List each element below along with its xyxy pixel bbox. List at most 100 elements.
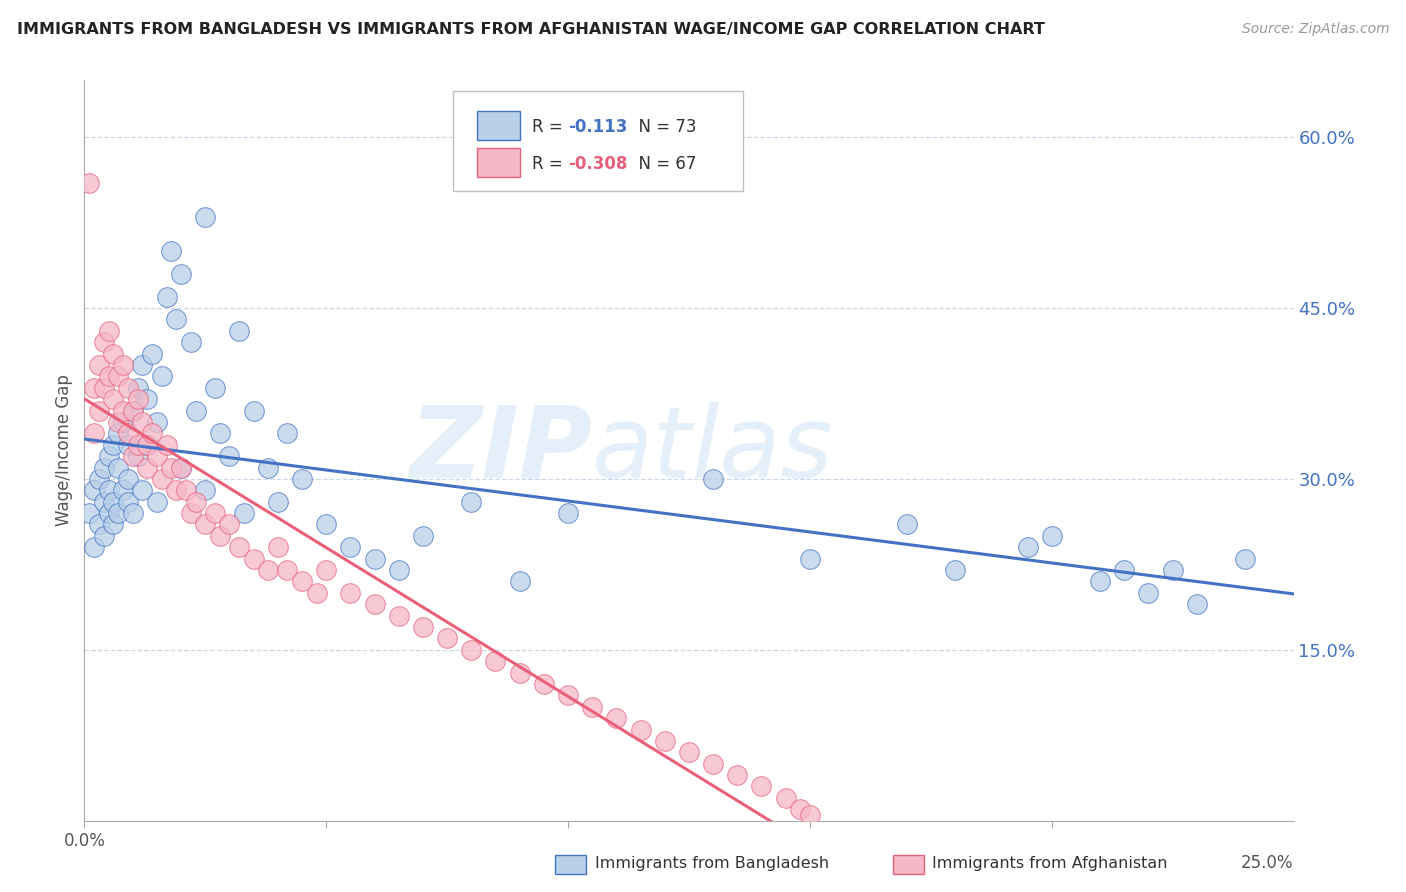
Point bbox=[103, 494, 125, 508]
FancyBboxPatch shape bbox=[478, 112, 520, 139]
Point bbox=[725, 768, 748, 782]
Point bbox=[93, 529, 115, 543]
Text: Immigrants from Bangladesh: Immigrants from Bangladesh bbox=[595, 856, 830, 871]
Point bbox=[141, 426, 163, 441]
Point bbox=[141, 346, 163, 360]
Point bbox=[87, 403, 110, 417]
Point bbox=[93, 494, 115, 508]
Point bbox=[751, 780, 773, 794]
Point bbox=[83, 541, 105, 555]
Point bbox=[228, 541, 250, 555]
Text: 25.0%: 25.0% bbox=[1241, 854, 1294, 872]
Point bbox=[131, 483, 153, 498]
Point bbox=[315, 563, 337, 577]
Text: atlas: atlas bbox=[592, 402, 834, 499]
Point bbox=[1040, 529, 1063, 543]
Point bbox=[242, 551, 264, 566]
Point bbox=[103, 346, 125, 360]
Point bbox=[127, 392, 149, 407]
Point bbox=[103, 517, 125, 532]
Point bbox=[83, 483, 105, 498]
Point bbox=[127, 438, 149, 452]
Point bbox=[1114, 563, 1136, 577]
Point bbox=[83, 381, 105, 395]
Point bbox=[257, 460, 280, 475]
Point bbox=[242, 403, 264, 417]
Point bbox=[388, 563, 411, 577]
Point bbox=[581, 699, 603, 714]
Text: R =: R = bbox=[531, 155, 568, 173]
Point bbox=[267, 541, 290, 555]
Point bbox=[112, 483, 135, 498]
Point bbox=[228, 324, 250, 338]
Text: -0.113: -0.113 bbox=[568, 118, 627, 136]
Point bbox=[77, 176, 100, 190]
Point bbox=[121, 403, 143, 417]
Point bbox=[93, 335, 115, 350]
Point bbox=[315, 517, 337, 532]
Point bbox=[363, 597, 385, 611]
Point bbox=[160, 244, 183, 259]
Point bbox=[218, 449, 240, 463]
Text: N = 73: N = 73 bbox=[628, 118, 697, 136]
Point bbox=[460, 494, 482, 508]
Point bbox=[484, 654, 506, 668]
Point bbox=[702, 472, 724, 486]
Point bbox=[146, 415, 169, 429]
Point bbox=[233, 506, 256, 520]
Point bbox=[121, 403, 143, 417]
Point bbox=[276, 563, 298, 577]
Point bbox=[83, 426, 105, 441]
Point bbox=[257, 563, 280, 577]
Point bbox=[204, 381, 226, 395]
Point bbox=[174, 483, 197, 498]
Point bbox=[103, 438, 125, 452]
Point bbox=[146, 449, 169, 463]
Point bbox=[194, 517, 217, 532]
Point bbox=[165, 483, 187, 498]
Point bbox=[93, 460, 115, 475]
Point bbox=[136, 438, 159, 452]
Point bbox=[388, 608, 411, 623]
Point bbox=[107, 415, 129, 429]
Point bbox=[291, 472, 314, 486]
Point bbox=[509, 574, 531, 589]
Point bbox=[1185, 597, 1208, 611]
Point bbox=[789, 802, 811, 816]
Point bbox=[194, 483, 217, 498]
Point bbox=[131, 415, 153, 429]
Point bbox=[180, 335, 202, 350]
Point bbox=[654, 734, 676, 748]
FancyBboxPatch shape bbox=[453, 91, 744, 191]
Point bbox=[896, 517, 918, 532]
Point bbox=[87, 358, 110, 372]
Point bbox=[339, 541, 361, 555]
Point bbox=[107, 426, 129, 441]
Point bbox=[1088, 574, 1111, 589]
Point bbox=[605, 711, 627, 725]
Point bbox=[155, 290, 177, 304]
Point bbox=[194, 210, 217, 224]
Point bbox=[165, 312, 187, 326]
Text: Source: ZipAtlas.com: Source: ZipAtlas.com bbox=[1241, 22, 1389, 37]
Point bbox=[678, 745, 700, 759]
FancyBboxPatch shape bbox=[478, 148, 520, 177]
Point bbox=[943, 563, 966, 577]
Point bbox=[1234, 551, 1257, 566]
Point bbox=[509, 665, 531, 680]
Point bbox=[160, 460, 183, 475]
Point bbox=[136, 392, 159, 407]
Point bbox=[267, 494, 290, 508]
Text: ZIP: ZIP bbox=[409, 402, 592, 499]
Point bbox=[112, 415, 135, 429]
Point bbox=[1137, 586, 1160, 600]
Point bbox=[630, 723, 652, 737]
Point bbox=[146, 494, 169, 508]
Point bbox=[155, 438, 177, 452]
Point bbox=[412, 529, 434, 543]
Point bbox=[107, 369, 129, 384]
Point bbox=[1017, 541, 1039, 555]
Point bbox=[208, 426, 231, 441]
Point bbox=[87, 472, 110, 486]
Point bbox=[799, 551, 821, 566]
